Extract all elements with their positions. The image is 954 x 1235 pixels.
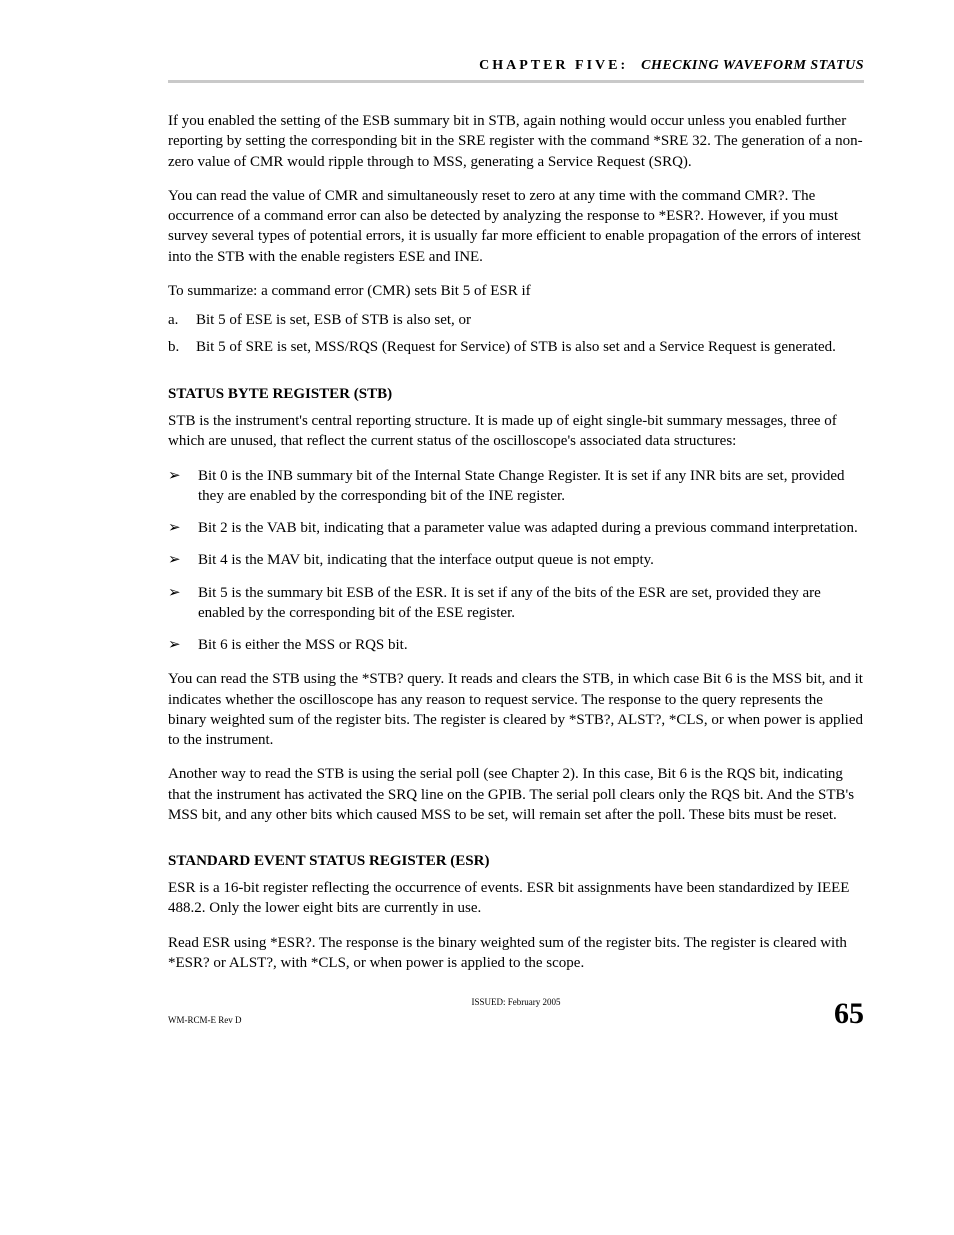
paragraph: ESR is a 16-bit register reflecting the … (168, 878, 864, 919)
list-marker: a. (168, 309, 178, 332)
list-text: Bit 0 is the INB summary bit of the Inte… (198, 468, 845, 504)
ordered-list: a. Bit 5 of ESE is set, ESB of STB is al… (168, 309, 864, 358)
page: CHAPTER FIVE: CHECKING WAVEFORM STATUS I… (0, 0, 954, 1235)
arrow-icon: ➢ (168, 466, 181, 486)
paragraph: Another way to read the STB is using the… (168, 764, 864, 825)
section-heading-stb: STATUS BYTE REGISTER (STB) (168, 386, 864, 403)
list-item: ➢ Bit 5 is the summary bit ESB of the ESR… (168, 583, 864, 624)
arrow-icon: ➢ (168, 550, 181, 570)
arrow-icon: ➢ (168, 635, 181, 655)
list-item: ➢ Bit 0 is the INB summary bit of the Int… (168, 466, 864, 507)
paragraph: To summarize: a command error (CMR) sets… (168, 281, 864, 301)
paragraph: You can read the value of CMR and simult… (168, 186, 864, 267)
list-text: Bit 5 of SRE is set, MSS/RQS (Request fo… (196, 339, 836, 355)
list-item: a. Bit 5 of ESE is set, ESB of STB is al… (168, 309, 864, 332)
footer-revision: WM-RCM-E Rev D (168, 1015, 242, 1025)
list-text: Bit 5 of ESE is set, ESB of STB is also … (196, 312, 471, 328)
section-heading-esr: STANDARD EVENT STATUS REGISTER (ESR) (168, 853, 864, 870)
arrow-icon: ➢ (168, 583, 181, 603)
arrow-icon: ➢ (168, 518, 181, 538)
header: CHAPTER FIVE: CHECKING WAVEFORM STATUS (168, 58, 864, 74)
header-divider (168, 80, 864, 83)
list-text: Bit 2 is the VAB bit, indicating that a … (198, 520, 858, 536)
list-item: ➢ Bit 6 is either the MSS or RQS bit. (168, 635, 864, 655)
list-item: ➢ Bit 4 is the MAV bit, indicating that t… (168, 550, 864, 570)
bullet-list: ➢ Bit 0 is the INB summary bit of the Int… (168, 466, 864, 656)
paragraph: STB is the instrument's central reportin… (168, 411, 864, 452)
list-text: Bit 5 is the summary bit ESB of the ESR.… (198, 585, 821, 621)
paragraph: If you enabled the setting of the ESB su… (168, 111, 864, 172)
paragraph: You can read the STB using the *STB? que… (168, 669, 864, 750)
list-item: ➢ Bit 2 is the VAB bit, indicating that a… (168, 518, 864, 538)
list-text: Bit 6 is either the MSS or RQS bit. (198, 637, 408, 653)
list-marker: b. (168, 336, 179, 359)
footer-issued: ISSUED: February 2005 (472, 997, 561, 1007)
list-item: b. Bit 5 of SRE is set, MSS/RQS (Request… (168, 336, 864, 359)
footer: WM-RCM-E Rev D ISSUED: February 2005 65 (168, 997, 864, 1031)
paragraph: Read ESR using *ESR?. The response is th… (168, 933, 864, 974)
chapter-title: CHECKING WAVEFORM STATUS (641, 58, 864, 73)
chapter-label: CHAPTER FIVE: (479, 58, 628, 73)
page-number: 65 (834, 997, 864, 1031)
list-text: Bit 4 is the MAV bit, indicating that th… (198, 552, 654, 568)
